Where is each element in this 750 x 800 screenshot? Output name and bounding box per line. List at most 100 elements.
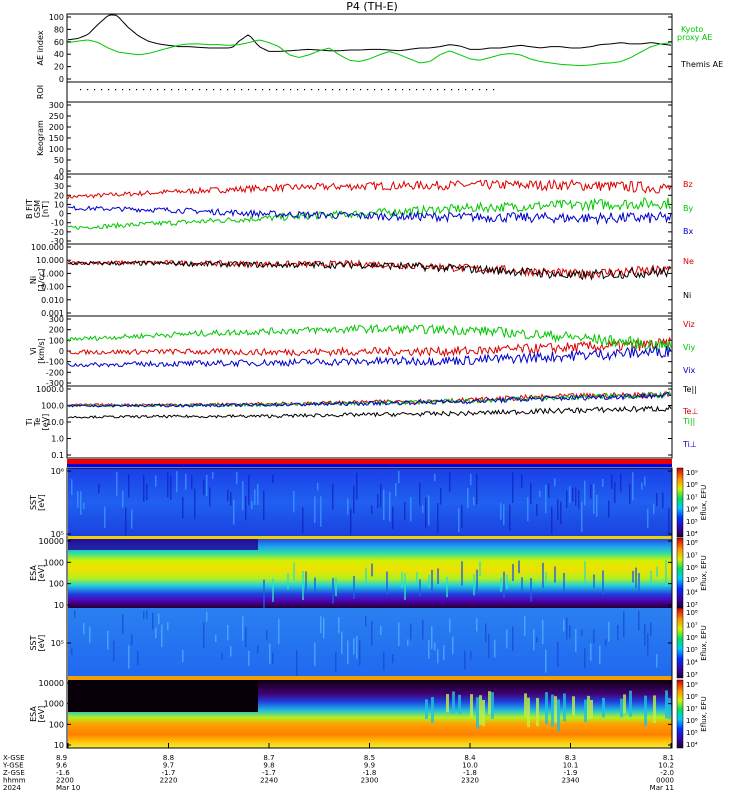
density-legend-0: Ne — [683, 257, 694, 266]
sst-ion-streak — [104, 506, 106, 529]
esa-electron-streak — [665, 690, 668, 719]
sst-ion-streak — [554, 478, 556, 487]
temperature-tick-label: 1000.0 — [36, 385, 64, 394]
sst_ions-colorbar-tick: 10⁴ — [686, 530, 698, 538]
esa-electron-streak — [431, 697, 434, 723]
sst_electrons-colorbar-label: Eflux, EFU — [700, 625, 708, 660]
sst_electrons-tick-label: 10⁵ — [51, 639, 64, 648]
xaxis-tick-label: -1.7 — [262, 769, 276, 777]
roi-dot — [164, 89, 166, 91]
temperature-tick-label: 0.1 — [51, 451, 64, 460]
roi-dot — [395, 89, 397, 91]
esa-electron-streak — [668, 698, 671, 720]
roi-dot — [388, 89, 390, 91]
roi-dot — [143, 89, 145, 91]
sst-electron-streak — [128, 645, 130, 669]
sst-electron-streak — [155, 627, 157, 639]
sst-ion-streak — [71, 479, 73, 496]
sst-ion-streak — [353, 485, 355, 514]
velocity-series-vix — [67, 345, 672, 368]
sst-electron-streak — [623, 611, 625, 638]
sst-electron-streak — [485, 623, 487, 643]
sst_ions-ylabel: SST — [29, 495, 38, 510]
velocity-tick-label: 0 — [59, 347, 64, 356]
esa_electrons-colorbar-tick: 10⁵ — [686, 729, 698, 737]
xaxis-tick-label: 9.8 — [263, 762, 274, 770]
sst-electron-streak — [566, 617, 568, 640]
roi-dot — [374, 89, 376, 91]
sst-ion-streak — [503, 504, 505, 526]
roi-dot — [339, 89, 341, 91]
sst-ion-streak — [146, 483, 148, 501]
velocity-legend-1: Viy — [683, 343, 696, 352]
sst-ion-streak — [314, 496, 316, 524]
temperature-series-te — [67, 391, 672, 407]
esa-ion-streak — [638, 573, 640, 591]
sst-electron-streak — [158, 613, 160, 625]
sst_ions-colorbar — [676, 467, 684, 538]
roi-dot — [108, 89, 110, 91]
roi-dot — [178, 89, 180, 91]
velocity-ylabel: [km/s] — [37, 338, 46, 364]
roi-dot — [220, 89, 222, 91]
sst_electrons-colorbar-tick: 10⁷ — [686, 621, 698, 629]
roi-dot — [234, 89, 236, 91]
sst-ion-streak — [602, 478, 604, 487]
sst-electron-streak — [569, 625, 571, 639]
velocity-tick-label: 200 — [49, 326, 64, 335]
esa-ion-streak — [272, 578, 274, 602]
ae-tick-label: 80 — [54, 25, 64, 34]
sst_ions-colorbar-tick: 10⁶ — [686, 506, 698, 514]
sst-ion-streak — [419, 482, 421, 506]
sst-ion-streak — [476, 473, 478, 505]
sst-electron-streak — [356, 635, 358, 659]
esa-ion-streak — [563, 573, 565, 592]
xaxis-row-label: Y-GSE — [2, 762, 24, 770]
sst-electron-streak — [398, 622, 400, 646]
esa_ions-tick-label: 100 — [49, 580, 64, 589]
sst-ion-streak — [395, 483, 397, 497]
roi-dot — [269, 89, 271, 91]
esa-ion-streak — [476, 569, 478, 594]
sst-electron-streak — [359, 640, 361, 666]
esa-ion-streak — [554, 566, 556, 583]
density-ylabel: Ni — [29, 276, 38, 284]
sst-electron-streak — [107, 630, 109, 650]
bfield-tick-label: -20 — [51, 228, 64, 237]
sst-electron-streak — [536, 636, 538, 643]
esa-ion-streak — [401, 572, 403, 589]
esa_electrons-colorbar-tick: 10⁸ — [686, 693, 698, 701]
esa_ions-colorbar — [676, 537, 684, 609]
esa-electron-streak — [653, 695, 656, 723]
roi-dot — [353, 89, 355, 91]
sst-ion-streak — [584, 480, 586, 506]
sst-ion-streak — [227, 490, 229, 501]
ae-tick-label: 0 — [59, 75, 64, 84]
sst-electron-streak — [365, 616, 367, 627]
keogram-tick-label: 300 — [49, 101, 64, 110]
esa_ions-colorbar-tick: 10⁵ — [686, 576, 698, 584]
sst-electron-streak — [608, 621, 610, 642]
sst-ion-streak — [437, 503, 439, 534]
roi-dot — [381, 89, 383, 91]
esa_electrons-tick-label: 1000 — [44, 700, 64, 709]
sst-ion-streak — [233, 499, 235, 525]
sst-ion-streak — [191, 475, 193, 489]
sst_electrons-colorbar-tick: 10⁴ — [686, 659, 698, 667]
sst_electrons-colorbar-tick: 10³ — [686, 671, 698, 679]
sst_electrons-colorbar-tick: 10⁶ — [686, 634, 698, 642]
esa-ion-streak — [542, 562, 544, 589]
sst-electron-streak — [245, 627, 247, 648]
esa_ions-tick-label: 10 — [54, 601, 64, 610]
roi-dot — [115, 89, 117, 91]
sst-electron-streak — [443, 645, 445, 660]
sst-electron-streak — [476, 618, 478, 632]
roi-dot — [360, 89, 362, 91]
xaxis-tick-label: 8.3 — [565, 754, 576, 762]
roi-dot — [304, 89, 306, 91]
sst-electron-streak — [470, 651, 472, 660]
xaxis-tick-label: -1.8 — [463, 769, 477, 777]
esa-ion-streak — [665, 560, 667, 587]
velocity-tick-label: 100 — [49, 336, 64, 345]
esa_electrons-ylabel: [eV] — [37, 706, 46, 723]
